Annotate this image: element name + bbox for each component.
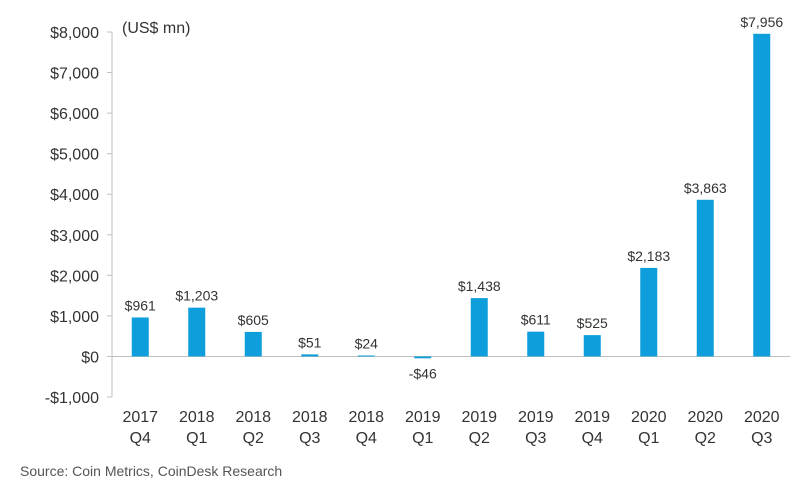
y-tick-label: $5,000	[50, 147, 99, 164]
source-note: Source: Coin Metrics, CoinDesk Research	[20, 463, 283, 479]
y-tick-label: $6,000	[50, 106, 99, 123]
x-tick-label-year: 2020	[744, 409, 780, 426]
bar	[640, 267, 658, 357]
bar	[696, 199, 714, 357]
x-tick-label-year: 2018	[179, 409, 215, 426]
data-label: $3,863	[684, 180, 727, 196]
x-tick-label-quarter: Q2	[243, 430, 264, 447]
x-tick-label-year: 2017	[122, 409, 158, 426]
x-axis: 2017 Q4 2018 Q1 2018 Q2 2018 Q3 2018 Q4 2019 Q1 2019…	[112, 355, 790, 447]
x-tick-label-quarter: Q1	[412, 430, 433, 447]
x-tick-label-quarter: Q3	[751, 430, 772, 447]
y-tick-label: $3,000	[50, 228, 99, 245]
bar	[301, 354, 319, 357]
bar	[753, 33, 771, 357]
x-tick-label-year: 2020	[687, 409, 723, 426]
data-label: $1,203	[175, 288, 218, 304]
y-tick-label: $7,000	[50, 66, 99, 83]
unit-label: (US$ mn)	[122, 20, 190, 37]
x-tick-label-quarter: Q4	[356, 430, 377, 447]
y-tick-label: -$1,000	[45, 390, 99, 407]
data-label: $611	[521, 312, 551, 328]
y-tick-label: $4,000	[50, 187, 99, 204]
x-tick-label-year: 2018	[292, 409, 328, 426]
bar	[583, 335, 601, 357]
x-tick-label-quarter: Q2	[695, 430, 716, 447]
bar	[244, 331, 262, 357]
bar	[470, 298, 488, 357]
x-tick-label-year: 2018	[235, 409, 271, 426]
bar	[527, 331, 545, 357]
x-tick-label-quarter: Q1	[638, 430, 659, 447]
bar-series	[131, 33, 771, 359]
data-label: $961	[125, 297, 156, 313]
x-tick-label-year: 2019	[405, 409, 441, 426]
x-tick-label-year: 2019	[461, 409, 497, 426]
x-tick-label-quarter: Q1	[186, 430, 207, 447]
x-tick-label-quarter: Q3	[525, 430, 546, 447]
bar	[414, 356, 432, 359]
bar	[357, 355, 375, 357]
y-tick-label: $2,000	[50, 268, 99, 285]
y-tick-label: $0	[81, 349, 99, 366]
y-tick-label: $8,000	[50, 25, 99, 42]
x-tick-label-quarter: Q2	[469, 430, 490, 447]
data-label: $24	[355, 335, 379, 351]
data-label: $51	[298, 334, 322, 350]
x-tick-label-year: 2018	[348, 409, 384, 426]
x-tick-label-quarter: Q3	[299, 430, 320, 447]
data-label: $2,183	[627, 248, 670, 264]
data-label: -$46	[409, 365, 437, 381]
x-tick-label-quarter: Q4	[130, 430, 151, 447]
x-tick-label-quarter: Q4	[582, 430, 603, 447]
x-tick-label-year: 2019	[518, 409, 554, 426]
x-tick-label-year: 2020	[631, 409, 667, 426]
bar	[131, 317, 149, 357]
y-tick-label: $1,000	[50, 309, 99, 326]
data-labels: $961 $1,203 $605 $51 $24 -$46 $1,438 $611 $525 $2…	[125, 14, 784, 382]
data-label: $525	[577, 315, 608, 331]
y-axis: $8,000 $7,000 $6,000 $5,000 $4,000 $3,000 $2,0…	[45, 25, 113, 407]
x-tick-label-year: 2019	[574, 409, 610, 426]
data-label: $605	[238, 312, 269, 328]
data-label: $1,438	[458, 278, 501, 294]
data-label: $7,956	[740, 14, 783, 30]
bar	[188, 307, 206, 357]
